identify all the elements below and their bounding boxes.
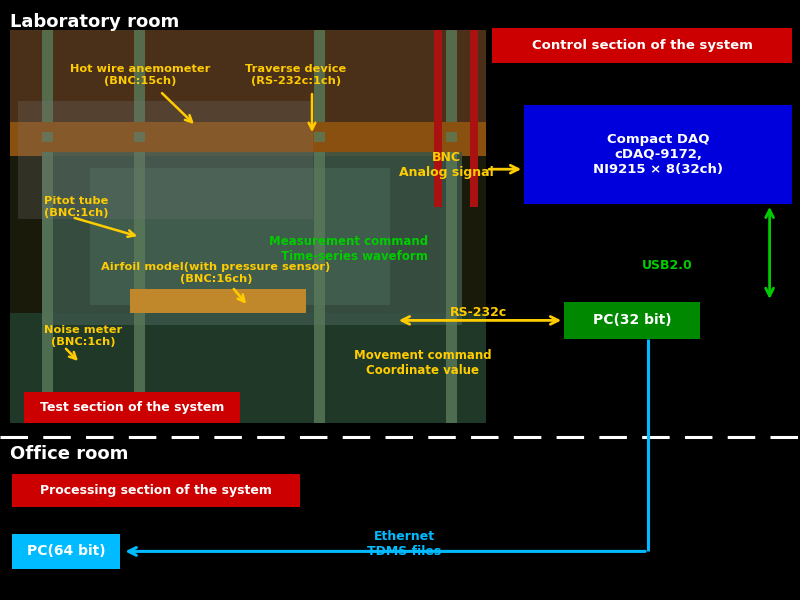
Text: RS-232c: RS-232c xyxy=(450,306,507,319)
FancyBboxPatch shape xyxy=(42,30,53,423)
Text: PC(32 bit): PC(32 bit) xyxy=(593,313,671,328)
FancyBboxPatch shape xyxy=(10,30,486,140)
FancyBboxPatch shape xyxy=(134,30,146,423)
FancyBboxPatch shape xyxy=(524,105,792,204)
FancyBboxPatch shape xyxy=(10,142,486,152)
Text: Movement command
Coordinate value: Movement command Coordinate value xyxy=(354,349,491,377)
FancyBboxPatch shape xyxy=(10,122,486,132)
Text: Hot wire anemometer
(BNC:15ch): Hot wire anemometer (BNC:15ch) xyxy=(70,64,210,86)
FancyBboxPatch shape xyxy=(434,30,442,207)
FancyBboxPatch shape xyxy=(42,148,462,325)
FancyBboxPatch shape xyxy=(12,474,300,507)
FancyBboxPatch shape xyxy=(10,132,486,156)
Text: Traverse device
(RS-232c:1ch): Traverse device (RS-232c:1ch) xyxy=(246,64,346,86)
Text: Ethernet
TDMS files: Ethernet TDMS files xyxy=(367,530,441,558)
FancyBboxPatch shape xyxy=(314,30,326,423)
Text: USB2.0: USB2.0 xyxy=(642,259,692,272)
FancyBboxPatch shape xyxy=(470,30,478,207)
Text: PC(64 bit): PC(64 bit) xyxy=(26,544,106,559)
Text: Compact DAQ
cDAQ-9172,
NI9215 × 8(32ch): Compact DAQ cDAQ-9172, NI9215 × 8(32ch) xyxy=(593,133,723,176)
FancyBboxPatch shape xyxy=(18,101,313,218)
Text: Measurement command
Time-series waveform: Measurement command Time-series waveform xyxy=(269,235,428,263)
FancyBboxPatch shape xyxy=(492,28,792,63)
Text: BNC
Analog signal: BNC Analog signal xyxy=(399,151,494,179)
Text: Noise meter
(BNC:1ch): Noise meter (BNC:1ch) xyxy=(44,325,122,347)
FancyBboxPatch shape xyxy=(130,289,306,313)
Text: Laboratory room: Laboratory room xyxy=(10,13,179,31)
Text: Processing section of the system: Processing section of the system xyxy=(40,484,272,497)
FancyBboxPatch shape xyxy=(564,302,700,339)
FancyBboxPatch shape xyxy=(12,534,120,569)
FancyBboxPatch shape xyxy=(10,313,486,423)
FancyBboxPatch shape xyxy=(24,392,240,423)
Text: Pitot tube
(BNC:1ch): Pitot tube (BNC:1ch) xyxy=(44,196,109,218)
Text: Control section of the system: Control section of the system xyxy=(531,39,753,52)
FancyBboxPatch shape xyxy=(90,167,390,305)
Text: Office room: Office room xyxy=(10,445,128,463)
Text: Test section of the system: Test section of the system xyxy=(40,401,224,414)
FancyBboxPatch shape xyxy=(446,30,458,423)
FancyBboxPatch shape xyxy=(10,30,486,423)
Text: Airfoil model(with pressure sensor)
(BNC:16ch): Airfoil model(with pressure sensor) (BNC… xyxy=(102,262,330,284)
